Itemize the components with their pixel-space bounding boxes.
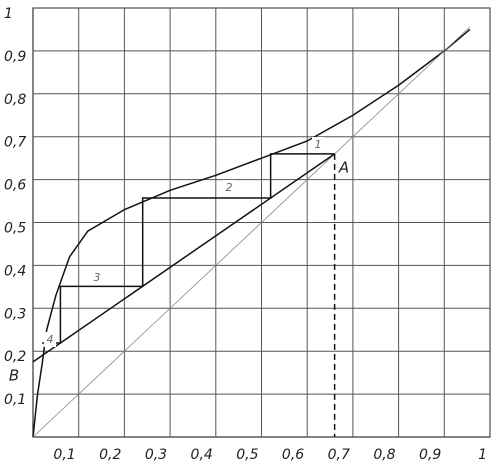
x-tick-label: 1 [478, 447, 487, 463]
curve [32, 26, 471, 438]
y-tick-label: 0,1 [4, 392, 26, 408]
y-tick-label: 0,8 [4, 92, 26, 108]
x-tick-label: 0,2 [99, 447, 121, 463]
label-bg [91, 270, 103, 285]
x-tick-label: 0,1 [53, 447, 75, 463]
annotation: A [338, 159, 349, 177]
y-tick-label: 0,7 [4, 135, 26, 151]
x-tick-label: 0,5 [236, 447, 258, 463]
label-bg [44, 332, 56, 347]
x-tick-label: 0,3 [145, 447, 167, 463]
annotation: 2 [226, 181, 233, 194]
annotation: 1 [315, 138, 322, 151]
y-tick-label: 0,6 [4, 178, 26, 194]
annotation: 3 [94, 271, 101, 284]
x-tick-label: 0,8 [373, 447, 395, 463]
curve [42, 153, 335, 344]
y-tick-label: 0,2 [4, 349, 26, 365]
label-bg [8, 368, 20, 383]
y-tick-label: 0,5 [4, 221, 26, 237]
curve [32, 153, 336, 363]
annotation: B [9, 367, 19, 385]
annotation: 4 [47, 333, 54, 346]
label-bg [338, 160, 350, 175]
x-tick-label: 0,7 [328, 447, 350, 463]
label-bg [312, 137, 324, 152]
label-bg [223, 180, 235, 195]
x-tick-label: 0,6 [282, 447, 304, 463]
y-tick-label: 0,9 [4, 49, 26, 65]
y-tick-label: 0,3 [4, 306, 26, 322]
x-tick-label: 0,9 [419, 447, 441, 463]
y-tick-label: 1 [4, 6, 13, 22]
y-tick-label: 0,4 [4, 263, 26, 279]
x-tick-label: 0,4 [191, 447, 213, 463]
